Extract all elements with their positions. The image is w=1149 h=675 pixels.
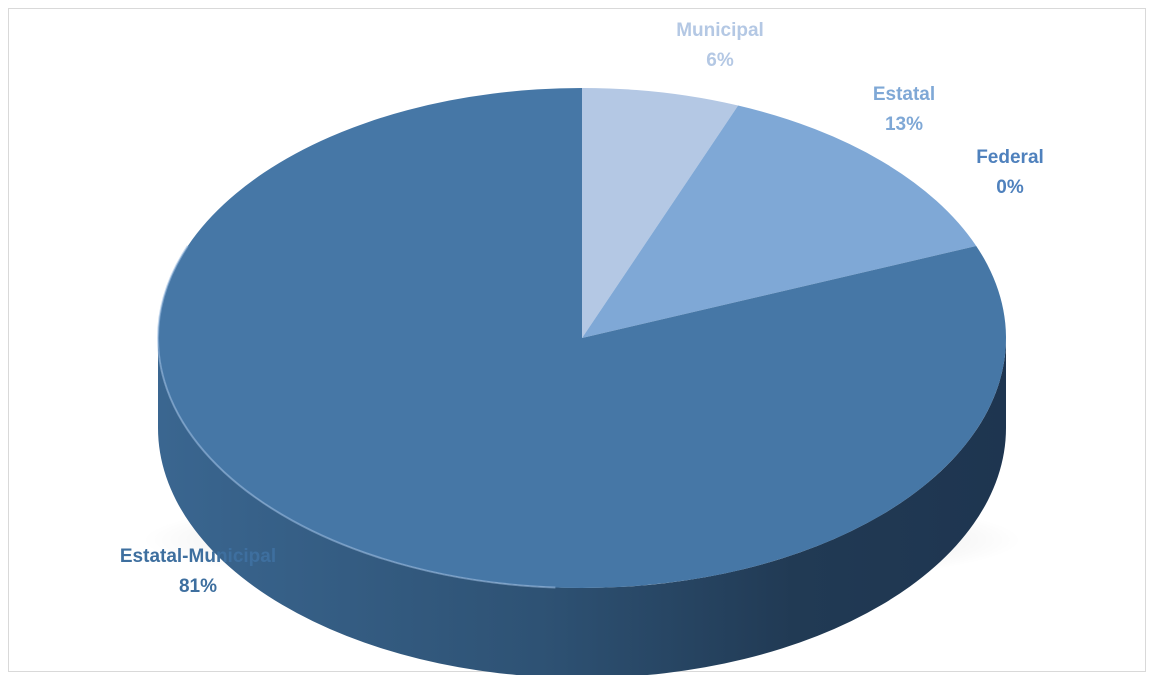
- pie-label-estatal: Estatal 13%: [873, 84, 935, 135]
- pie-label-municipal: Municipal 6%: [676, 20, 764, 71]
- pie-label-category: Federal: [976, 147, 1044, 168]
- pie-label-category: Estatal: [873, 84, 935, 105]
- pie-slice-estatal: [582, 105, 977, 338]
- pie-side-wall: [158, 338, 1006, 675]
- pie-slice-estatal-municipal: [158, 88, 1007, 588]
- pie-label-category: Estatal-Municipal: [120, 546, 276, 567]
- pie-label-value: 13%: [885, 114, 923, 135]
- pie-label-value: 0%: [996, 177, 1024, 198]
- pie-rim-highlight: [157, 245, 556, 589]
- pie-slice-municipal: [582, 88, 739, 338]
- pie-label-estatal-municipal: Estatal-Municipal 81%: [120, 546, 276, 597]
- pie-rim-edge: [157, 245, 556, 589]
- pie-label-value: 6%: [706, 50, 734, 71]
- pie-side-face: [158, 338, 1006, 675]
- pie-label-value: 81%: [179, 576, 217, 597]
- pie-labels: Municipal 6% Estatal 13% Federal 0% Estatal-Mu…: [120, 20, 1044, 597]
- pie-label-category: Municipal: [676, 20, 764, 41]
- pie-label-federal: Federal 0%: [976, 147, 1044, 198]
- pie-slices: [158, 88, 1007, 588]
